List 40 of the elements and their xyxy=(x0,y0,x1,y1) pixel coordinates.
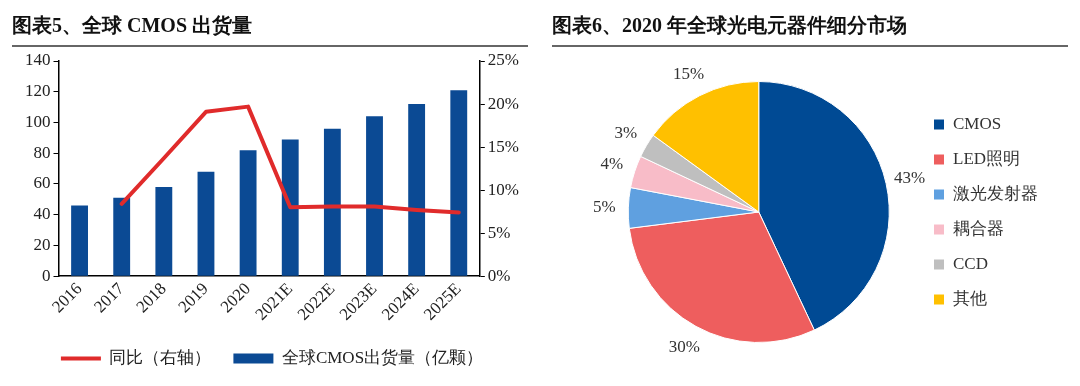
y2-tick-label: 20% xyxy=(487,93,520,113)
data-label: 4% xyxy=(600,153,624,173)
legend-label: CMOS xyxy=(953,113,1002,133)
bar xyxy=(281,139,299,276)
y-tick-label: 140 xyxy=(25,50,51,70)
legend-label: LED照明 xyxy=(953,148,1021,168)
bar xyxy=(71,205,88,276)
legend-label: 全球CMOS出货量（亿颗） xyxy=(281,347,484,367)
y-tick-label: 80 xyxy=(33,142,51,162)
y2-tick-label: 10% xyxy=(487,179,520,199)
legend-label: 其他 xyxy=(953,288,987,308)
y-tick-label: 20 xyxy=(33,234,51,254)
y-tick-label: 60 xyxy=(33,173,51,193)
data-label: 15% xyxy=(673,63,705,83)
y-tick-label: 120 xyxy=(25,81,51,101)
legend-label: 同比（右轴） xyxy=(109,347,212,367)
bar xyxy=(113,197,131,276)
bar xyxy=(197,171,215,276)
y2-tick-label: 15% xyxy=(487,136,520,156)
bar xyxy=(450,90,468,276)
y2-tick-label: 0% xyxy=(487,265,511,285)
data-label: 3% xyxy=(614,122,638,142)
data-label: 30% xyxy=(668,336,700,356)
legend-label: 激光发射器 xyxy=(953,183,1038,203)
bar xyxy=(366,116,383,276)
y-tick-label: 40 xyxy=(33,204,51,224)
y2-tick-label: 25% xyxy=(487,50,520,70)
data-label: 5% xyxy=(592,196,616,216)
bar xyxy=(239,150,257,276)
legend-label: CCD xyxy=(953,253,988,273)
y2-tick-label: 5% xyxy=(487,222,511,242)
legend-label: 耦合器 xyxy=(953,218,1004,238)
bar xyxy=(408,104,426,276)
y-tick-label: 100 xyxy=(25,111,51,131)
bar xyxy=(155,187,173,276)
bar xyxy=(323,128,341,276)
chart-title: 图表6、2020 年全球光电元器件细分市场 xyxy=(552,0,1068,47)
y-tick-label: 0 xyxy=(42,265,51,285)
data-label: 43% xyxy=(893,167,926,187)
chart-title: 图表5、全球 CMOS 出货量 xyxy=(12,0,528,47)
